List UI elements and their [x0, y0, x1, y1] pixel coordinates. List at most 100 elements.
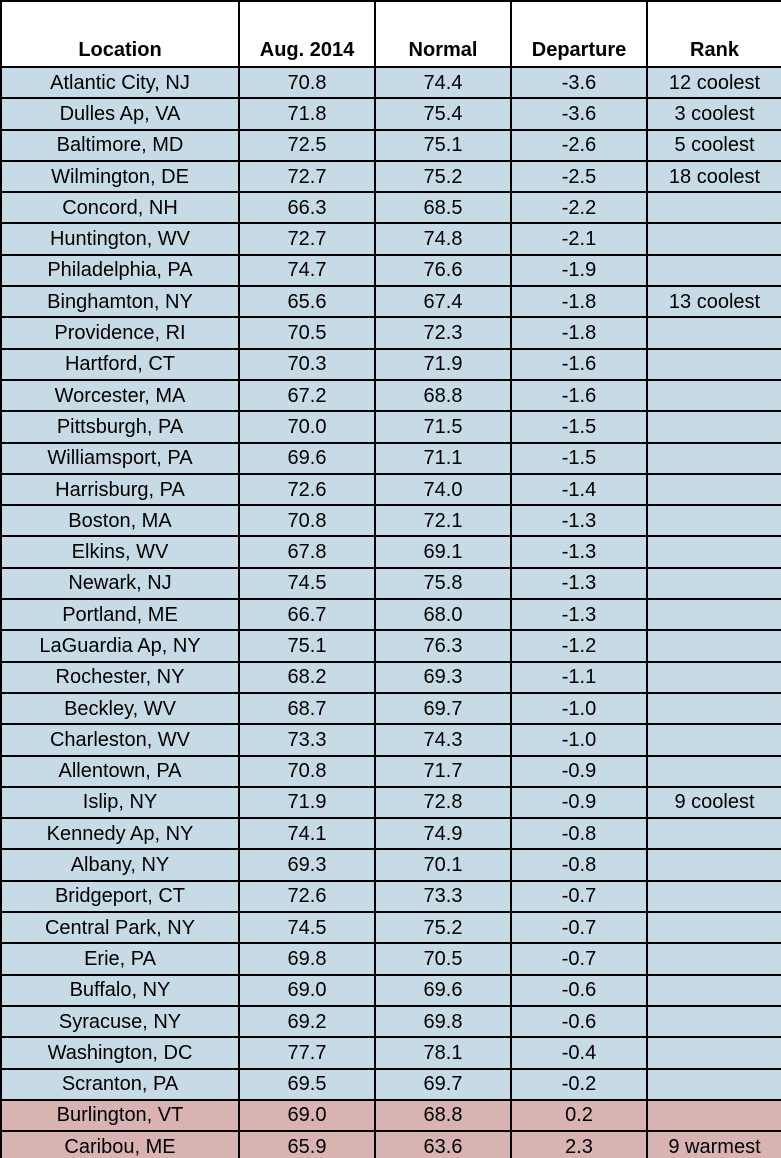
table-cell: 71.9: [374, 347, 512, 381]
table-cell: 72.6: [238, 879, 376, 914]
table-cell: 70.5: [238, 316, 376, 350]
table-row: Philadelphia, PA 74.7 76.6 -1.9: [0, 253, 781, 288]
table-cell: Kennedy Ap, NY: [0, 817, 240, 851]
table-cell: 72.3: [374, 316, 512, 350]
column-header: Location: [0, 0, 240, 68]
table-cell: 74.0: [374, 472, 512, 507]
table-cell: [646, 1036, 781, 1070]
table-cell: 74.4: [374, 65, 512, 100]
table-cell: Binghamton, NY: [0, 285, 240, 319]
table-cell: 72.7: [238, 159, 376, 194]
table-cell: -0.9: [510, 785, 648, 820]
table-cell: -1.6: [510, 347, 648, 381]
table-cell: 2.3: [510, 1130, 648, 1158]
table-cell: 71.8: [238, 97, 376, 131]
column-header: Departure: [510, 0, 648, 68]
table-row: Hartford, CT 70.3 71.9 -1.6: [0, 347, 781, 381]
table-cell: 66.7: [238, 598, 376, 632]
table-cell: -1.3: [510, 566, 648, 601]
table-row: Elkins, WV 67.8 69.1 -1.3: [0, 535, 781, 569]
table-cell: 68.7: [238, 691, 376, 726]
table-cell: Boston, MA: [0, 504, 240, 538]
table-cell: [646, 754, 781, 788]
table-cell: Worcester, MA: [0, 378, 240, 413]
table-cell: Charleston, WV: [0, 723, 240, 757]
table-row: Baltimore, MD 72.5 75.1 -2.6 5 coolest: [0, 128, 781, 162]
table-cell: [646, 660, 781, 694]
table-cell: [646, 504, 781, 538]
table-cell: -3.6: [510, 65, 648, 100]
table-cell: 74.7: [238, 253, 376, 288]
table-cell: [646, 347, 781, 381]
table-cell: 76.6: [374, 253, 512, 288]
table-cell: 76.3: [374, 629, 512, 663]
table-cell: Harrisburg, PA: [0, 472, 240, 507]
table-row: Harrisburg, PA 72.6 74.0 -1.4: [0, 472, 781, 507]
table-row: Boston, MA 70.8 72.1 -1.3: [0, 504, 781, 538]
table-cell: -0.9: [510, 754, 648, 788]
table-cell: [646, 1004, 781, 1039]
table-cell: -1.1: [510, 660, 648, 694]
table-cell: Concord, NH: [0, 191, 240, 225]
table-row: Central Park, NY 74.5 75.2 -0.7: [0, 911, 781, 945]
table-row: Buffalo, NY 69.0 69.6 -0.6: [0, 973, 781, 1007]
table-cell: 69.0: [238, 1098, 376, 1133]
table-cell: [646, 472, 781, 507]
table-row: Wilmington, DE 72.7 75.2 -2.5 18 coolest: [0, 159, 781, 194]
table-cell: 75.1: [238, 629, 376, 663]
table-cell: 72.1: [374, 504, 512, 538]
table-row: Syracuse, NY 69.2 69.8 -0.6: [0, 1004, 781, 1039]
table-cell: 78.1: [374, 1036, 512, 1070]
table-cell: -0.6: [510, 1004, 648, 1039]
column-header: Rank: [646, 0, 781, 68]
table-row: Caribou, ME 65.9 63.6 2.3 9 warmest: [0, 1130, 781, 1158]
table-cell: Hartford, CT: [0, 347, 240, 381]
table-cell: 67.2: [238, 378, 376, 413]
table-cell: [646, 378, 781, 413]
table-cell: [646, 691, 781, 726]
table-cell: 13 coolest: [646, 285, 781, 319]
table-cell: 9 coolest: [646, 785, 781, 820]
table-row: Binghamton, NY 65.6 67.4 -1.8 13 coolest: [0, 285, 781, 319]
table-cell: Syracuse, NY: [0, 1004, 240, 1039]
table-cell: 73.3: [238, 723, 376, 757]
table-cell: [646, 629, 781, 663]
table-row: Newark, NJ 74.5 75.8 -1.3: [0, 566, 781, 601]
table-cell: 73.3: [374, 879, 512, 914]
table-row: Beckley, WV 68.7 69.7 -1.0: [0, 691, 781, 726]
table-cell: 68.8: [374, 1098, 512, 1133]
table-cell: [646, 535, 781, 569]
table-cell: [646, 441, 781, 475]
table-cell: Williamsport, PA: [0, 441, 240, 475]
table-row: Scranton, PA 69.5 69.7 -0.2: [0, 1067, 781, 1101]
table-cell: Central Park, NY: [0, 911, 240, 945]
table-cell: 74.8: [374, 222, 512, 256]
table-cell: 72.5: [238, 128, 376, 162]
table-cell: Washington, DC: [0, 1036, 240, 1070]
table-cell: Beckley, WV: [0, 691, 240, 726]
table-cell: 74.5: [238, 911, 376, 945]
table-cell: Rochester, NY: [0, 660, 240, 694]
table-cell: 70.8: [238, 754, 376, 788]
table-cell: 70.5: [374, 942, 512, 976]
table-cell: -1.8: [510, 285, 648, 319]
table-row: Erie, PA 69.8 70.5 -0.7: [0, 942, 781, 976]
table-cell: 69.8: [374, 1004, 512, 1039]
table-cell: 69.6: [374, 973, 512, 1007]
table-cell: -2.5: [510, 159, 648, 194]
table-cell: 69.1: [374, 535, 512, 569]
table-cell: Portland, ME: [0, 598, 240, 632]
table-row: Rochester, NY 68.2 69.3 -1.1: [0, 660, 781, 694]
table-row: Kennedy Ap, NY 74.1 74.9 -0.8: [0, 817, 781, 851]
table-row: Atlantic City, NJ 70.8 74.4 -3.6 12 coolest: [0, 65, 781, 100]
table-cell: 75.8: [374, 566, 512, 601]
table-cell: Wilmington, DE: [0, 159, 240, 194]
table-cell: [646, 817, 781, 851]
table-cell: 72.7: [238, 222, 376, 256]
table-cell: Atlantic City, NJ: [0, 65, 240, 100]
table-cell: 68.8: [374, 378, 512, 413]
table-row: Pittsburgh, PA 70.0 71.5 -1.5: [0, 410, 781, 444]
table-cell: [646, 410, 781, 444]
